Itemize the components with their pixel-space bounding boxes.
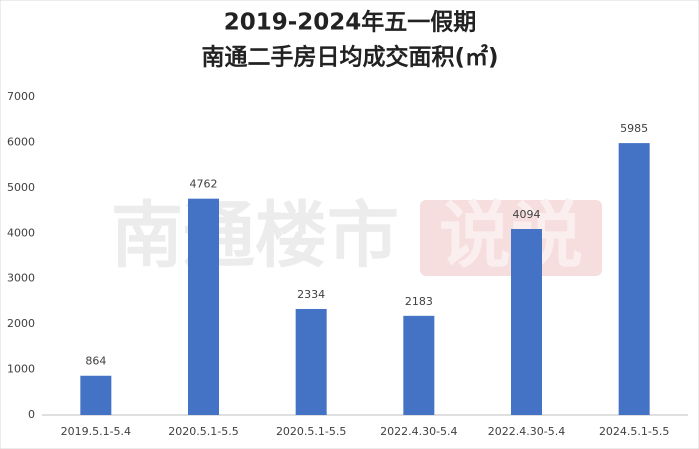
data-label: 2334	[297, 288, 325, 301]
data-label: 5985	[620, 122, 648, 135]
bar	[295, 308, 327, 415]
x-tick-label: 2019.5.1-5.4	[61, 425, 131, 438]
watermark: 南通楼市	[111, 194, 399, 278]
y-tick-label: 2000	[7, 317, 35, 330]
bar	[80, 375, 112, 415]
y-tick-label: 0	[28, 408, 35, 421]
y-tick-label: 4000	[7, 226, 35, 239]
x-tick-label: 2020.5.1-5.5	[276, 425, 346, 438]
data-label: 864	[85, 355, 106, 368]
data-label: 2183	[405, 295, 433, 308]
x-tick-label: 2022.4.30-5.4	[488, 425, 565, 438]
bar	[511, 229, 542, 415]
y-tick-label: 7000	[7, 90, 35, 103]
data-label: 4762	[190, 178, 218, 191]
bar	[618, 143, 650, 416]
y-tick-label: 6000	[7, 135, 35, 148]
chart-title: 南通二手房日均成交面积(㎡)	[201, 44, 498, 71]
data-label: 4094	[513, 208, 541, 221]
y-tick-label: 1000	[7, 363, 35, 376]
x-tick-label: 2024.5.1-5.5	[599, 425, 669, 438]
x-tick-label: 2020.5.1-5.5	[168, 425, 238, 438]
chart-title: 2019-2024年五一假期	[224, 9, 477, 36]
bar	[188, 198, 219, 415]
y-tick-label: 3000	[7, 272, 35, 285]
y-tick-label: 5000	[7, 181, 35, 194]
x-tick-label: 2022.4.30-5.4	[380, 425, 457, 438]
bar	[403, 315, 435, 415]
